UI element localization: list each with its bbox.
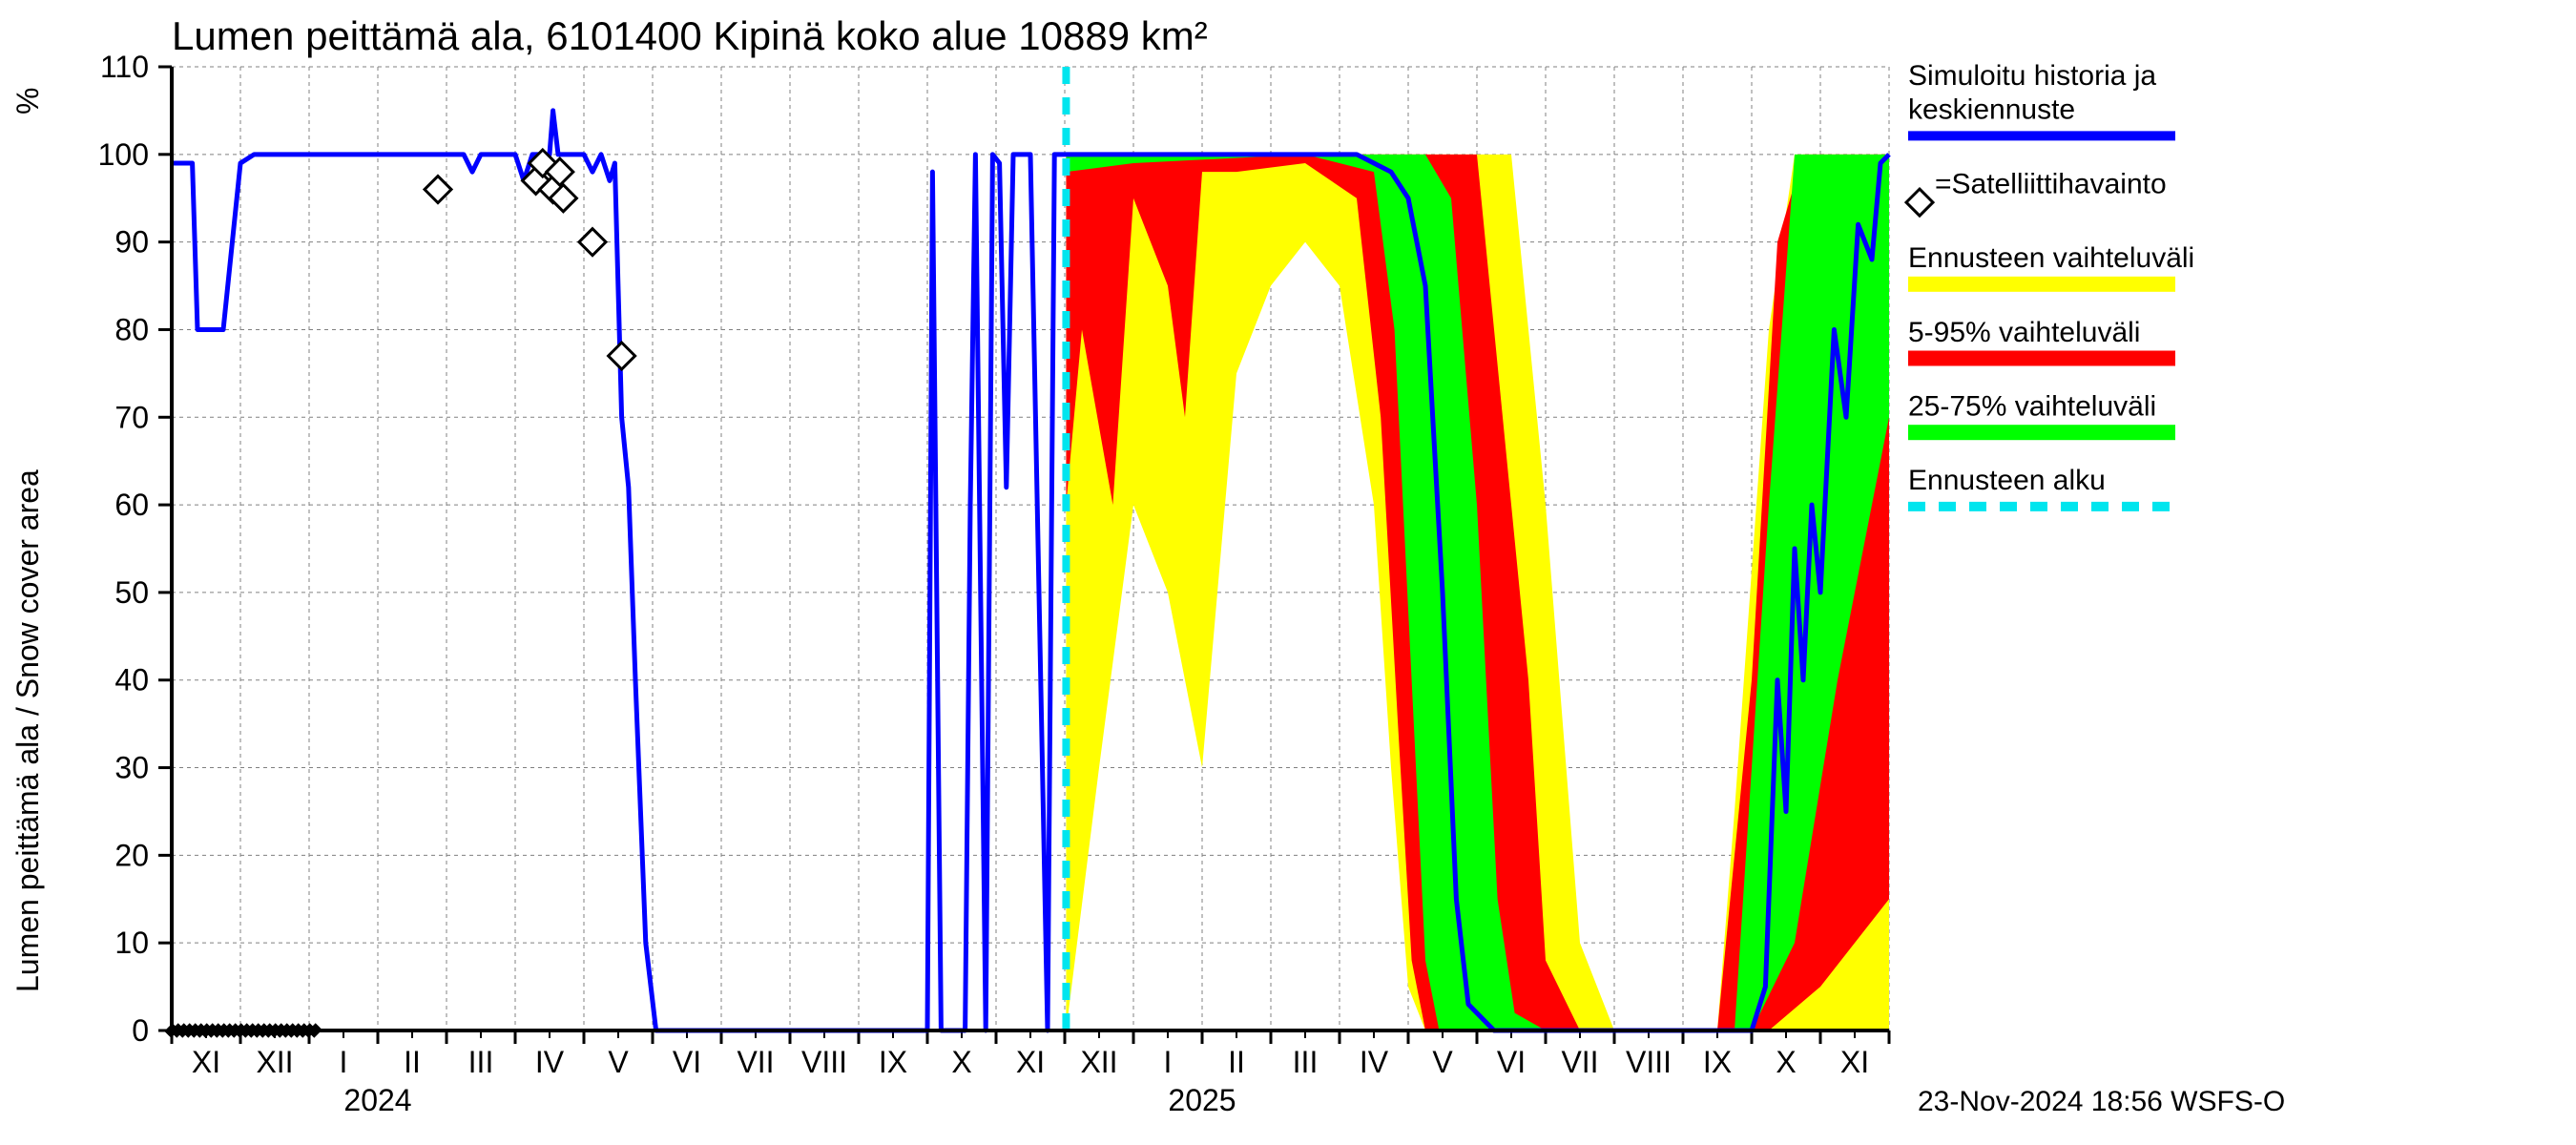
ytick-label: 50 — [114, 575, 149, 610]
month-label: I — [340, 1045, 348, 1079]
chart-root: Lumen peittämä ala, 6101400 Kipinä koko … — [0, 0, 2576, 1145]
month-label: X — [1776, 1045, 1796, 1079]
footer-timestamp: 23-Nov-2024 18:56 WSFS-O — [1918, 1086, 2285, 1117]
month-label: IV — [535, 1045, 565, 1079]
month-label: V — [1432, 1045, 1453, 1079]
year-label: 2025 — [1168, 1083, 1236, 1117]
month-label: IX — [879, 1045, 907, 1079]
month-label: VIII — [801, 1045, 847, 1079]
legend-label: 25-75% vaihteluväli — [1908, 391, 2156, 423]
legend-label: Simuloitu historia ja — [1908, 60, 2156, 92]
chart-svg: Lumen peittämä ala, 6101400 Kipinä koko … — [0, 0, 2576, 1145]
legend-label: =Satelliittihavainto — [1935, 168, 2167, 199]
chart-title: Lumen peittämä ala, 6101400 Kipinä koko … — [172, 13, 1208, 58]
month-label: II — [1228, 1045, 1245, 1079]
month-label: VII — [1561, 1045, 1598, 1079]
month-label: I — [1164, 1045, 1173, 1079]
ytick-label: 30 — [114, 751, 149, 785]
month-label: XI — [192, 1045, 220, 1079]
ytick-label: 20 — [114, 838, 149, 872]
month-label: XII — [1080, 1045, 1117, 1079]
year-label: 2024 — [343, 1083, 411, 1117]
month-label: VI — [1497, 1045, 1526, 1079]
month-label: XI — [1840, 1045, 1869, 1079]
legend-swatch-bar — [1908, 277, 2175, 292]
month-label: III — [468, 1045, 494, 1079]
y-axis-label: Lumen peittämä ala / Snow cover area — [10, 469, 45, 992]
ytick-label: 90 — [114, 225, 149, 260]
month-label: X — [951, 1045, 971, 1079]
legend-label: keskiennuste — [1908, 94, 2075, 126]
month-label: IX — [1703, 1045, 1732, 1079]
ytick-label: 100 — [98, 137, 149, 172]
legend-swatch-bar — [1908, 425, 2175, 440]
ytick-label: 70 — [114, 400, 149, 434]
month-label: V — [608, 1045, 629, 1079]
month-label: IV — [1360, 1045, 1389, 1079]
y-axis-unit: % — [10, 88, 45, 114]
month-label: XII — [256, 1045, 293, 1079]
legend-label: 5-95% vaihteluväli — [1908, 317, 2140, 348]
month-label: VI — [673, 1045, 701, 1079]
month-label: III — [1293, 1045, 1319, 1079]
ytick-label: 40 — [114, 663, 149, 697]
legend-swatch-bar — [1908, 351, 2175, 366]
month-label: VII — [737, 1045, 774, 1079]
ytick-label: 80 — [114, 312, 149, 346]
ytick-label: 0 — [132, 1013, 149, 1048]
month-label: II — [404, 1045, 421, 1079]
legend-label: Ennusteen vaihteluväli — [1908, 242, 2194, 274]
month-label: XI — [1016, 1045, 1045, 1079]
month-label: VIII — [1626, 1045, 1672, 1079]
ytick-label: 60 — [114, 488, 149, 522]
legend-label: Ennusteen alku — [1908, 465, 2106, 496]
ytick-label: 110 — [100, 50, 149, 84]
ytick-label: 10 — [114, 926, 149, 960]
